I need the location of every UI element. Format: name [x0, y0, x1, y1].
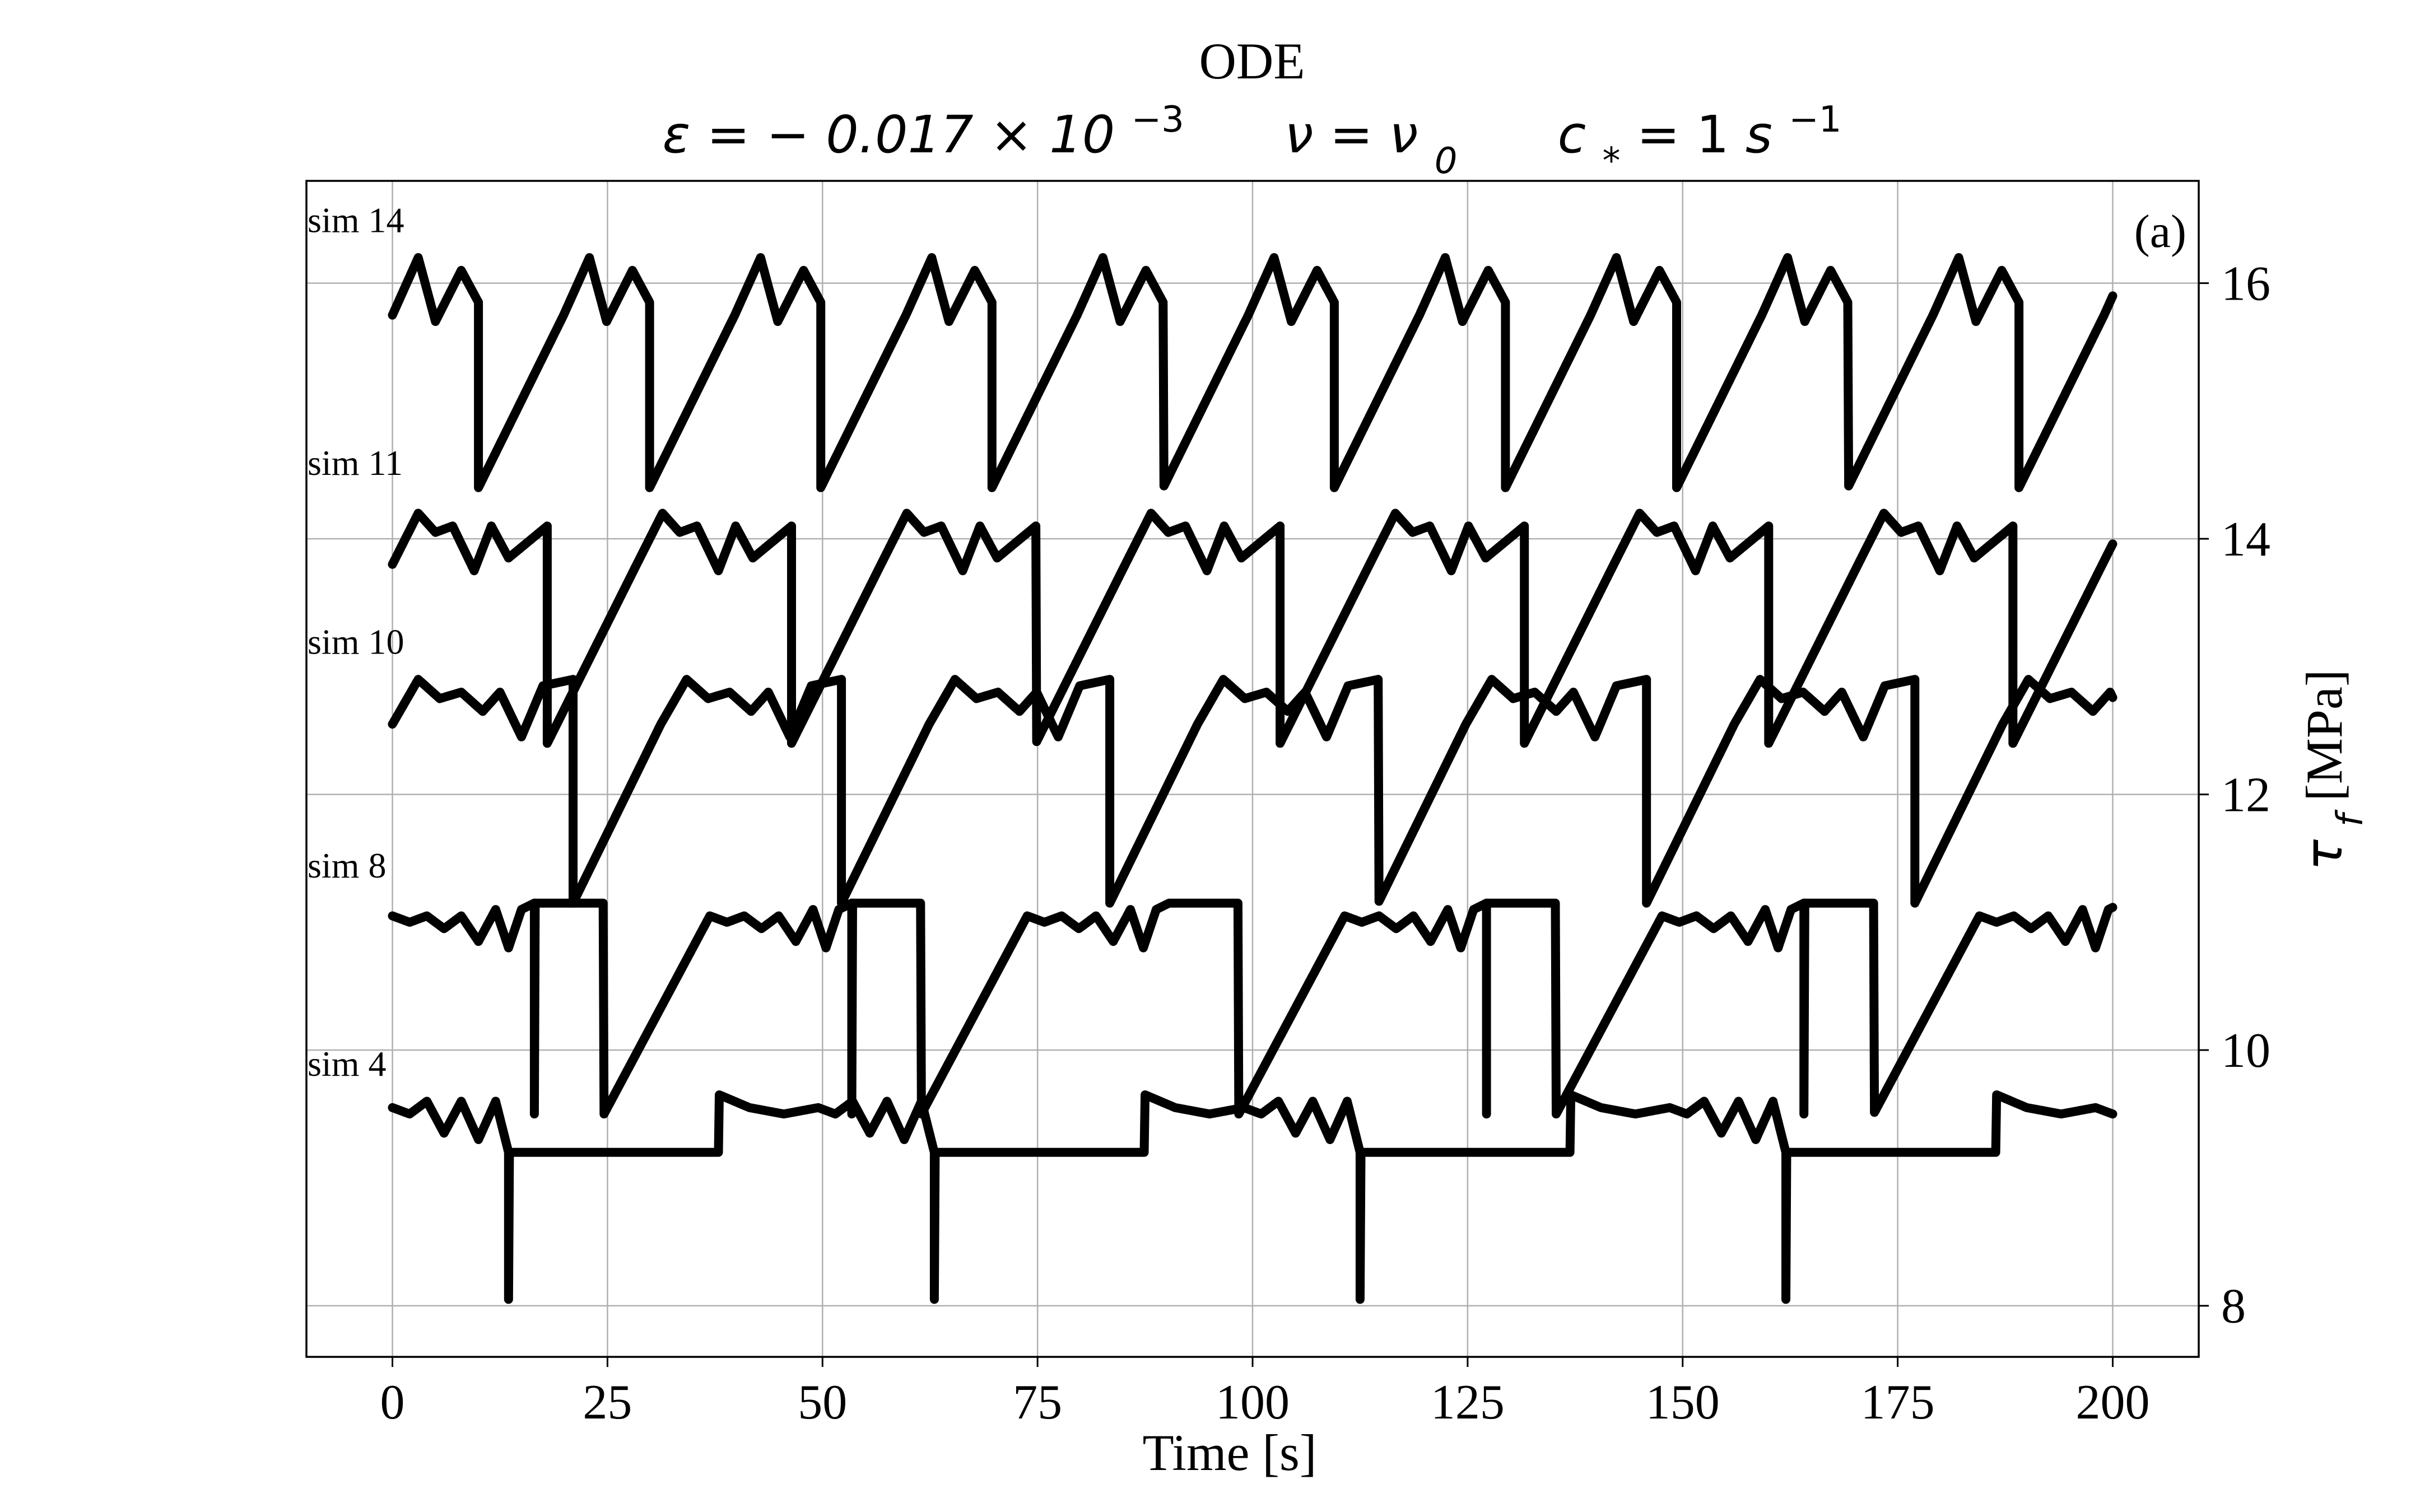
series-label: sim 8 [308, 846, 386, 885]
y-axis-label: τ f [MPa] [2294, 670, 2371, 871]
y-tick-label: 10 [2221, 1024, 2270, 1078]
plot-frame [305, 180, 2200, 1358]
series-lines [388, 253, 2118, 1304]
subtitle-c-unit-exponent: −1 [1789, 99, 1841, 141]
x-tick-label: 0 [380, 1375, 405, 1430]
series-line [388, 508, 2118, 748]
y-tick-label: 8 [2221, 1280, 2246, 1334]
chart-subtitle: ε = − 0.017 × 10 −3 ν = ν 0 c * = 1 s −1 [663, 99, 1842, 182]
series-label: sim 10 [308, 622, 404, 662]
series-line [388, 253, 2118, 492]
y-tick-label: 12 [2221, 768, 2270, 823]
subtitle-c-subscript: * [1603, 141, 1621, 182]
x-tick-label: 200 [2075, 1375, 2149, 1430]
subtitle-nu-subscript: 0 [1435, 141, 1458, 182]
y-tick-label: 14 [2221, 512, 2270, 567]
axis-ticks: 0 25 50 75 100 125 150 175 200 8 10 12 14 16 [380, 257, 2270, 1430]
x-tick-label: 25 [583, 1375, 632, 1430]
y-axis-label-symbol: τ [2294, 839, 2354, 871]
series-line [388, 1090, 2118, 1304]
y-tick-label: 16 [2221, 257, 2270, 311]
chart-title: ODE [1199, 32, 1305, 90]
x-tick-label: 150 [1646, 1375, 1720, 1430]
series-label: sim 11 [308, 443, 403, 483]
x-tick-label: 100 [1216, 1375, 1290, 1430]
x-tick-label: 175 [1861, 1375, 1935, 1430]
subtitle-c-unit: s [1746, 105, 1772, 165]
y-axis-label-unit: [MPa] [2296, 670, 2353, 801]
panel-label: (a) [2134, 206, 2186, 258]
x-tick-label: 125 [1431, 1375, 1505, 1430]
series-label: sim 14 [308, 200, 404, 240]
subtitle-epsilon: ε = − 0.017 × 10 [663, 105, 1115, 165]
series-line [388, 898, 2118, 1119]
x-tick-label: 50 [798, 1375, 847, 1430]
subtitle-nu: ν = ν [1285, 105, 1418, 165]
subtitle-c: c [1558, 105, 1586, 165]
x-tick-label: 75 [1013, 1375, 1062, 1430]
x-axis-label: Time [s] [1143, 1424, 1317, 1481]
subtitle-epsilon-exponent: −3 [1132, 99, 1184, 141]
subtitle-c-value: = 1 [1637, 105, 1746, 165]
series-label: sim 4 [308, 1044, 386, 1084]
series-labels: sim 14 sim 11 sim 10 sim 8 sim 4 [308, 200, 404, 1084]
series-line [388, 675, 2118, 908]
